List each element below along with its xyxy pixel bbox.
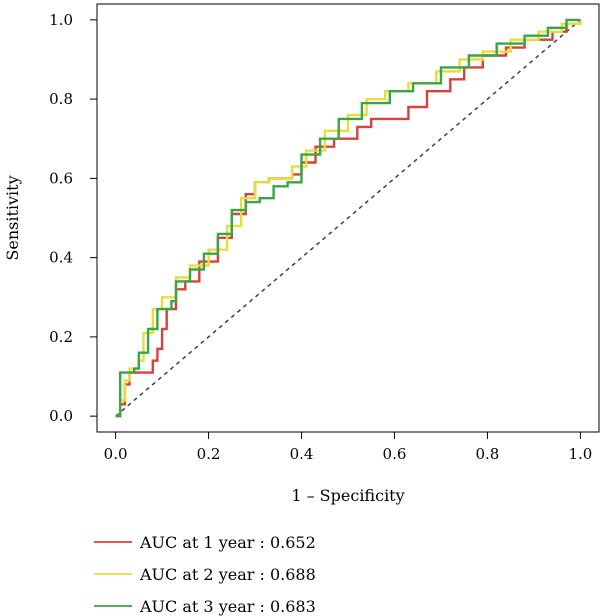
legend-label-3: AUC at 3 year : 0.683 <box>139 597 316 616</box>
series-line-3 <box>115 18 581 418</box>
y-tick-label: 0.4 <box>49 249 73 267</box>
y-tick-label: 0.6 <box>49 169 73 187</box>
x-tick-label: 1.0 <box>568 445 592 463</box>
x-tick-label: 0.4 <box>290 445 314 463</box>
legend: AUC at 1 year : 0.652 AUC at 2 year : 0.6… <box>94 533 316 616</box>
y-tick-label: 0.2 <box>49 328 73 346</box>
reference-line <box>115 19 581 417</box>
plot-frame <box>96 3 600 433</box>
reference-diagonal <box>115 19 581 417</box>
y-axis: 0.0 0.2 0.4 0.6 0.8 1.0 <box>49 11 97 425</box>
x-axis-title: 1 – Specificity <box>291 486 404 505</box>
x-tick-label: 0.2 <box>197 445 221 463</box>
plot-area <box>96 3 600 433</box>
x-tick-label: 0.0 <box>104 445 128 463</box>
legend-label-1: AUC at 1 year : 0.652 <box>139 533 316 552</box>
series-lines <box>115 18 582 418</box>
y-tick-label: 1.0 <box>49 11 73 29</box>
series-line-2 <box>115 19 582 418</box>
x-tick-label: 0.6 <box>383 445 407 463</box>
x-axis: 0.0 0.2 0.4 0.6 0.8 1.0 <box>104 432 592 463</box>
x-tick-label: 0.8 <box>476 445 500 463</box>
legend-label-2: AUC at 2 year : 0.688 <box>139 565 316 584</box>
y-tick-label: 0.8 <box>49 90 73 108</box>
y-axis-title: Sensitivity <box>3 175 22 260</box>
y-tick-label: 0.0 <box>49 407 73 425</box>
